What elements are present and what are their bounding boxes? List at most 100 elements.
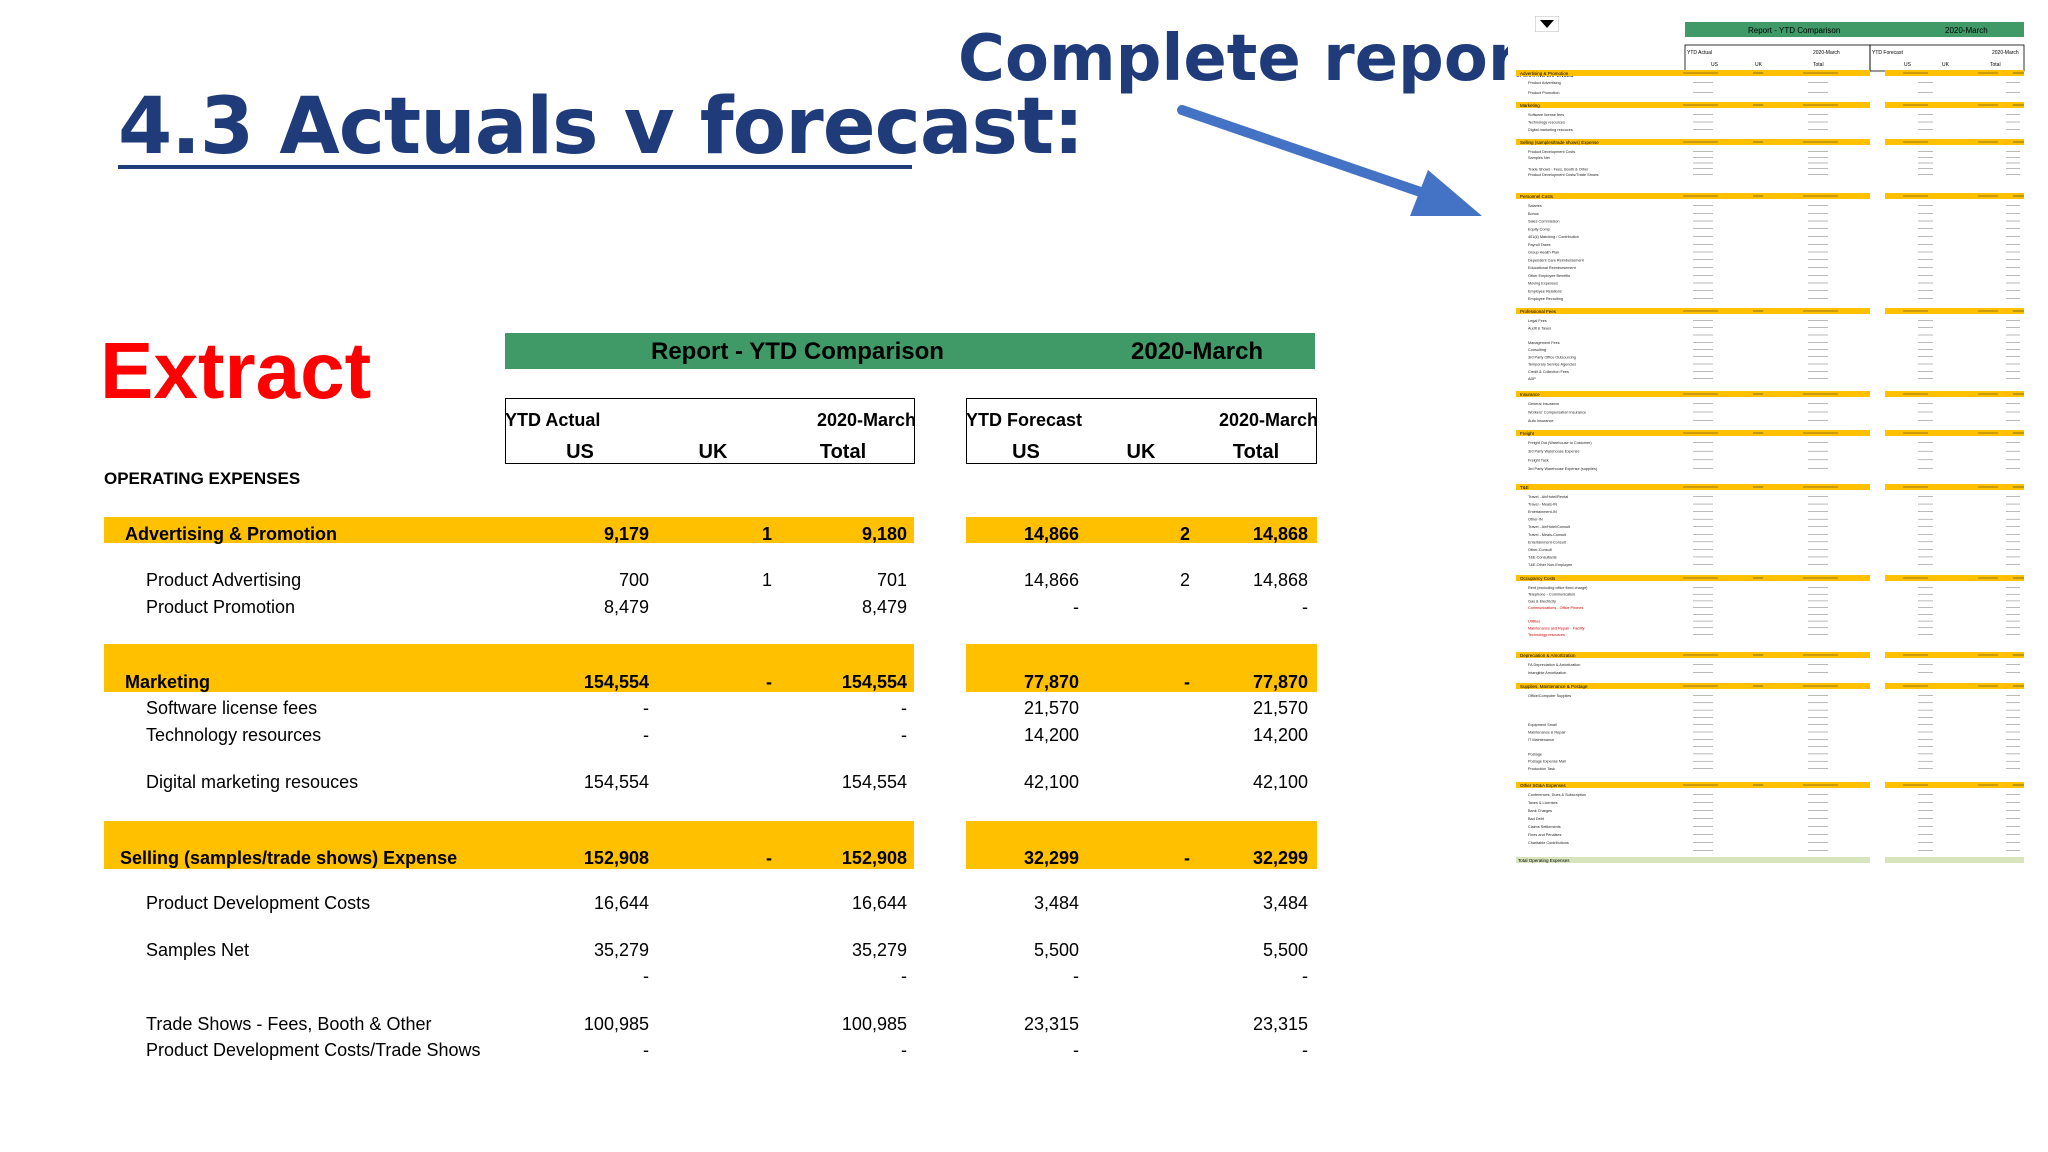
row-label: Samples Net [146, 940, 250, 960]
thumb-group-label: Freight [1520, 431, 1535, 436]
thumb-col-header: US [1711, 62, 1719, 68]
extract-label: Extract [100, 326, 372, 415]
value-f-us: 3,484 [1033, 893, 1079, 913]
row-label: Digital marketing resouces [146, 772, 359, 792]
thumb-band-forecast [1885, 193, 2024, 199]
thumb-item-label: Charitable Contributions [1528, 841, 1569, 845]
thumb-item-label: Maintenance and Repair - Facility [1528, 626, 1585, 630]
section-label: OPERATING EXPENSES [104, 469, 301, 488]
thumb-item-label: Consulting [1528, 348, 1546, 352]
thumb-band-forecast [1885, 308, 2024, 314]
value-f-uk: 2 [1179, 570, 1190, 590]
value-a-us: 154,554 [583, 772, 649, 792]
thumb-item-label: Entertainment-IN [1528, 510, 1557, 514]
thumb-band-forecast [1885, 575, 2024, 581]
thumb-item-label: Educational Reimbursement [1528, 266, 1577, 270]
value-a-us: 152,908 [583, 848, 649, 868]
thumb-forecast-period: 2020-March [1992, 50, 2019, 56]
value-a-total: 154,554 [841, 772, 907, 792]
value-a-uk: 1 [761, 524, 772, 544]
thumb-group-label: Supplies, Maintenance & Postage [1520, 684, 1588, 689]
thumb-header-bar [1685, 22, 2024, 37]
value-a-total: 8,479 [861, 597, 907, 617]
value-a-us: - [643, 1040, 649, 1060]
thumb-band-forecast [1885, 70, 2024, 76]
thumb-item-label: Trade Shows - Fees, Booth & Other [1528, 167, 1589, 171]
forecast-col-us: US [1012, 441, 1040, 463]
thumb-item-label: Production Task [1528, 767, 1555, 771]
value-f-us: 14,200 [1023, 725, 1079, 745]
band-actual [104, 517, 914, 543]
thumb-item-label: Taxes & Licenses [1528, 801, 1558, 805]
value-f-us: - [1073, 966, 1079, 986]
thumb-item-label: Bonus [1528, 212, 1539, 216]
thumb-item-label: Other-Consult [1528, 548, 1553, 552]
thumb-item-label: Gas & Electricity [1528, 599, 1556, 603]
thumb-forecast-label: YTD Forecast [1872, 50, 1903, 56]
thumb-item-label: IT Maintenance [1528, 738, 1554, 742]
thumb-item-label: Sales Commission [1528, 220, 1559, 224]
value-f-total: 77,870 [1252, 672, 1308, 692]
report-header-bar [505, 333, 1315, 369]
forecast-col-uk: UK [1126, 441, 1156, 463]
arrow-right-down-icon [1177, 105, 1482, 216]
value-a-total: 701 [876, 570, 907, 590]
thumb-group-label: Advertising & Promotion [1520, 71, 1569, 76]
value-f-uk: - [1184, 672, 1190, 692]
thumb-group-label: Depreciation & Amortization [1520, 653, 1576, 658]
row-label: Software license fees [146, 698, 318, 718]
thumb-item-label: T&E-Consultants [1528, 555, 1557, 559]
value-a-us: 16,644 [593, 893, 649, 913]
value-f-total: 32,299 [1252, 848, 1308, 868]
thumb-item-label: Product Development Costs [1528, 150, 1575, 154]
value-f-us: - [1073, 597, 1079, 617]
value-f-total: 14,868 [1252, 570, 1308, 590]
thumb-col-header: US [1904, 62, 1912, 68]
value-f-us: 14,866 [1023, 570, 1079, 590]
thumb-item-label: Intangible Amortization [1528, 671, 1566, 675]
thumb-item-label: Rent (excluding office fixed charge) [1528, 586, 1588, 590]
thumb-col-header: Total [1813, 62, 1824, 68]
thumb-item-label: T&E-Other Non-Employee [1528, 563, 1572, 567]
value-f-total: - [1302, 597, 1308, 617]
value-a-us: 8,479 [603, 597, 649, 617]
actual-column-header-box [505, 398, 915, 464]
value-f-total: 14,868 [1252, 524, 1308, 544]
thumb-item-label: Entertainment-Consult [1528, 540, 1567, 544]
thumb-item-label: 3rd Party Warehouse Expense (supplies) [1528, 467, 1598, 471]
thumb-group-label: Insurance [1520, 392, 1540, 397]
thumb-item-label: 3rd Party Warehouse Expense [1528, 450, 1580, 454]
actual-period: 2020-March [817, 410, 917, 430]
thumb-item-label: 3rd Party Office Outsourcing [1528, 355, 1576, 359]
thumb-col-header: UK [1942, 62, 1950, 68]
thumb-group-label: Other SG&A Expenses [1520, 783, 1567, 788]
dropdown-triangle-icon[interactable] [1535, 16, 1559, 32]
value-a-total: - [901, 966, 907, 986]
band-forecast [966, 517, 1317, 543]
thumb-item-label: Legal Fees [1528, 319, 1547, 323]
thumb-item-label: Temporary Service Agencies [1528, 363, 1576, 367]
thumb-group-label: T&E [1520, 485, 1529, 490]
thumb-item-label: Other-IN [1528, 518, 1543, 522]
value-a-us: 154,554 [583, 672, 649, 692]
thumb-item-label: Samples Net [1528, 156, 1551, 160]
page-title: 4.3 Actuals v forecast: [118, 82, 1084, 172]
value-f-us: 5,500 [1033, 940, 1079, 960]
thumb-band-forecast [1885, 430, 2024, 436]
value-f-us: - [1073, 1040, 1079, 1060]
thumb-item-label: Software license fees [1528, 113, 1564, 117]
value-a-total: 154,554 [841, 672, 907, 692]
thumb-item-label: Freight Task [1528, 458, 1549, 462]
value-a-us: - [643, 698, 649, 718]
band-forecast [966, 644, 1317, 692]
row-label: Product Development Costs [146, 893, 371, 913]
thumb-item-label: Credit & Collection Fees [1528, 370, 1569, 374]
thumb-group-label: Personnel Costs [1520, 194, 1554, 199]
thumb-item-label: Group Health Plan [1528, 251, 1559, 255]
value-f-total: 5,500 [1262, 940, 1308, 960]
thumb-item-label: Product Promotion [1528, 91, 1559, 95]
thumb-band-forecast [1885, 391, 2024, 397]
value-a-total: - [901, 1040, 907, 1060]
value-a-total: 100,985 [841, 1014, 907, 1034]
group-label: Advertising & Promotion [125, 524, 338, 544]
